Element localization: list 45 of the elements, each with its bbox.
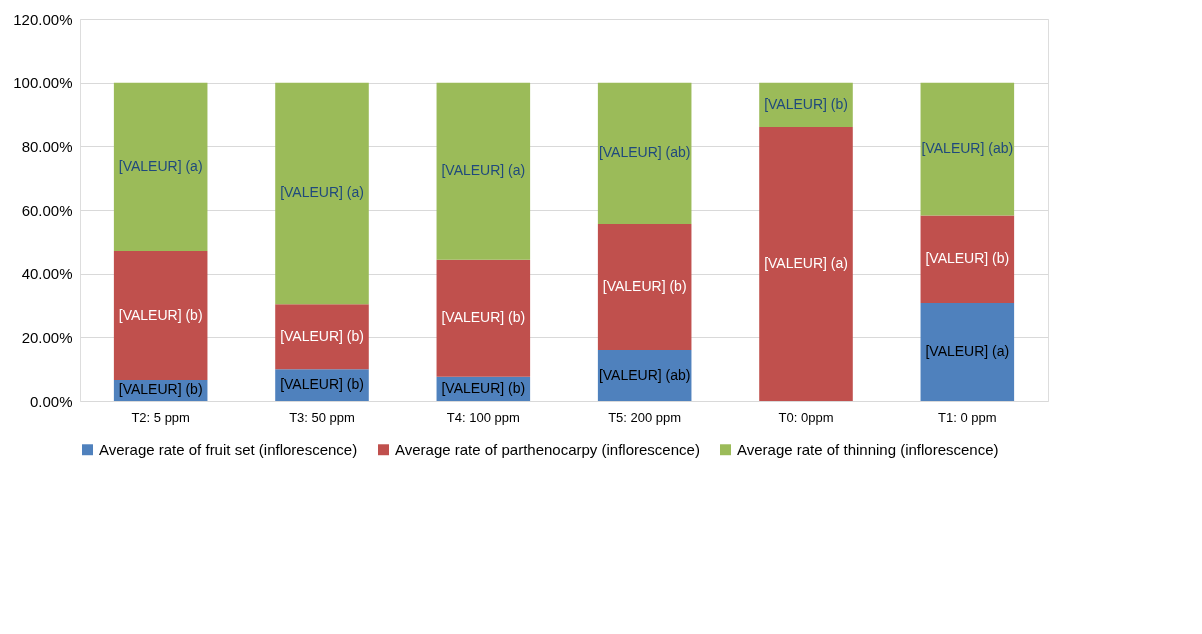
data-label: [VALEUR] (b): [280, 376, 364, 393]
x-tick-label: T2: 5 ppm: [131, 409, 190, 425]
bar: [920, 82, 1015, 216]
bar: [113, 251, 208, 380]
legend-label: Average rate of fruit set (inflorescence): [99, 440, 358, 458]
bar: [275, 304, 369, 370]
bar: [436, 82, 531, 260]
y-tick-label: 120.00%: [13, 10, 73, 28]
bar: [920, 302, 1015, 401]
bar: [597, 224, 692, 351]
bar: [920, 215, 1015, 303]
x-tick-label: T3: 50 ppm: [289, 409, 355, 425]
x-tick-label: T1: 0 ppm: [938, 409, 997, 425]
bar: [436, 259, 531, 377]
data-label: [VALEUR] (b): [764, 95, 848, 112]
legend-label: Average rate of parthenocarpy (inflorescence): [395, 440, 700, 458]
bar: [597, 82, 692, 225]
x-tick-label: T4: 100 ppm: [446, 409, 520, 425]
y-tick-label: 0.00%: [29, 392, 73, 410]
y-tick-label: 40.00%: [21, 265, 73, 283]
data-label: [VALEUR] (a): [280, 184, 364, 201]
data-label: [VALEUR] (b): [280, 327, 364, 344]
y-tick-label: 20.00%: [21, 328, 73, 346]
data-label: [VALEUR] (ab): [598, 144, 691, 161]
data-label: [VALEUR] (ab): [921, 140, 1014, 157]
data-label: [VALEUR] (a): [764, 254, 848, 271]
data-label: [VALEUR] (b): [118, 306, 203, 323]
y-tick-label: 80.00%: [21, 137, 73, 155]
bar: [759, 126, 853, 401]
data-label: [VALEUR] (b): [441, 379, 526, 396]
bar: [113, 82, 208, 252]
data-label: [VALEUR] (ab): [598, 366, 691, 383]
legend-label: Average rate of thinning (inflorescence): [737, 440, 999, 458]
x-tick-label: T0: 0ppm: [778, 409, 834, 425]
data-label: [VALEUR] (a): [441, 162, 526, 179]
data-label: [VALEUR] (b): [118, 381, 203, 398]
bar: [275, 82, 369, 305]
x-tick-label: T5: 200 ppm: [608, 409, 682, 425]
data-label: [VALEUR] (b): [441, 309, 526, 326]
y-tick-label: 100.00%: [13, 74, 73, 92]
data-label: [VALEUR] (b): [925, 250, 1010, 267]
data-label: [VALEUR] (a): [925, 342, 1010, 359]
y-tick-label: 60.00%: [21, 201, 73, 219]
data-label: [VALEUR] (a): [118, 157, 203, 174]
data-label: [VALEUR] (b): [602, 278, 687, 295]
